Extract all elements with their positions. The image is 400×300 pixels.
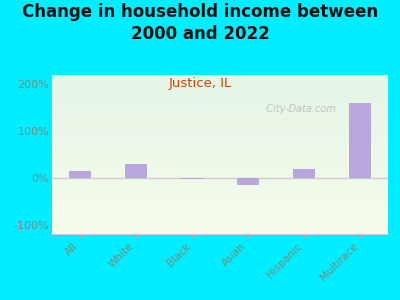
Bar xyxy=(125,164,147,178)
Bar xyxy=(69,171,91,178)
Text: Change in household income between
2000 and 2022: Change in household income between 2000 … xyxy=(22,3,378,43)
Text: City-Data.com: City-Data.com xyxy=(260,103,336,114)
Bar xyxy=(293,169,315,178)
Bar xyxy=(349,103,371,178)
Text: Justice, IL: Justice, IL xyxy=(168,76,232,89)
Bar xyxy=(237,178,259,185)
Bar xyxy=(181,178,203,179)
